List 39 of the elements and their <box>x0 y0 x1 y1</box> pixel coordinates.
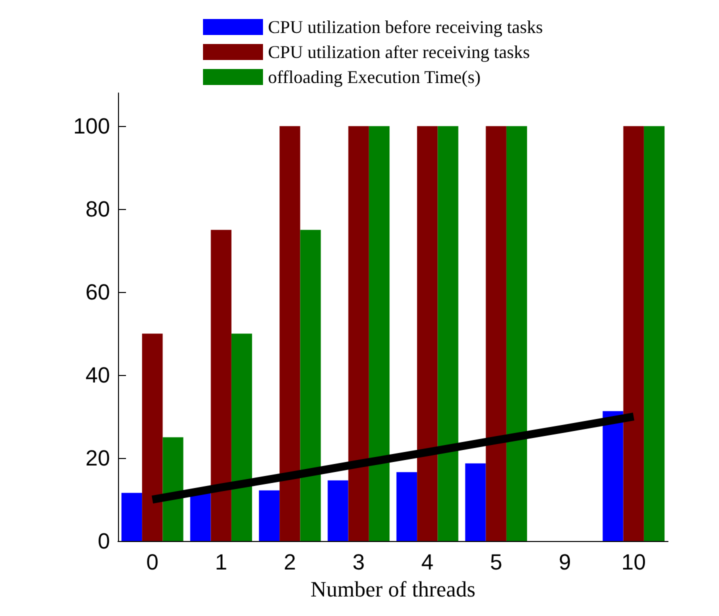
bar <box>328 480 348 541</box>
bar <box>300 230 321 541</box>
x-tick-label: 2 <box>284 550 296 574</box>
legend-label: offloading Execution Time(s) <box>268 67 481 87</box>
bar <box>210 230 232 541</box>
bar <box>623 126 644 541</box>
x-tick-label: 1 <box>215 550 228 574</box>
bar <box>438 126 458 541</box>
bar <box>231 334 252 541</box>
bar <box>644 126 665 541</box>
y-tick-label: 60 <box>86 280 110 305</box>
y-tick-label: 100 <box>73 114 110 139</box>
y-tick-label: 20 <box>86 446 110 471</box>
y-tick-label: 40 <box>86 362 110 388</box>
bar <box>142 334 163 541</box>
x-tick-label: 4 <box>421 550 434 574</box>
x-tick-label: 10 <box>621 550 646 574</box>
bar <box>368 126 390 541</box>
x-tick-label: 3 <box>352 550 365 574</box>
legend-label: CPU utilization after receiving tasks <box>268 42 530 62</box>
bar <box>348 126 369 541</box>
bar <box>417 126 438 541</box>
legend-label: CPU utilization before receiving tasks <box>268 17 543 37</box>
y-tick-label: 0 <box>98 528 110 554</box>
bar <box>602 411 624 541</box>
bar <box>486 126 506 541</box>
x-tick-label: 9 <box>558 550 571 574</box>
x-tick-label: 0 <box>146 550 158 574</box>
bar <box>396 472 418 541</box>
bar <box>465 463 486 541</box>
bar <box>280 126 300 541</box>
bar <box>258 490 280 541</box>
y-tick-label: 80 <box>86 196 110 222</box>
bar <box>506 126 528 541</box>
x-tick-label: 5 <box>490 550 502 574</box>
bar <box>121 492 142 541</box>
bar <box>162 437 184 541</box>
x-axis-title: Number of threads <box>310 576 476 602</box>
bar <box>190 493 211 541</box>
